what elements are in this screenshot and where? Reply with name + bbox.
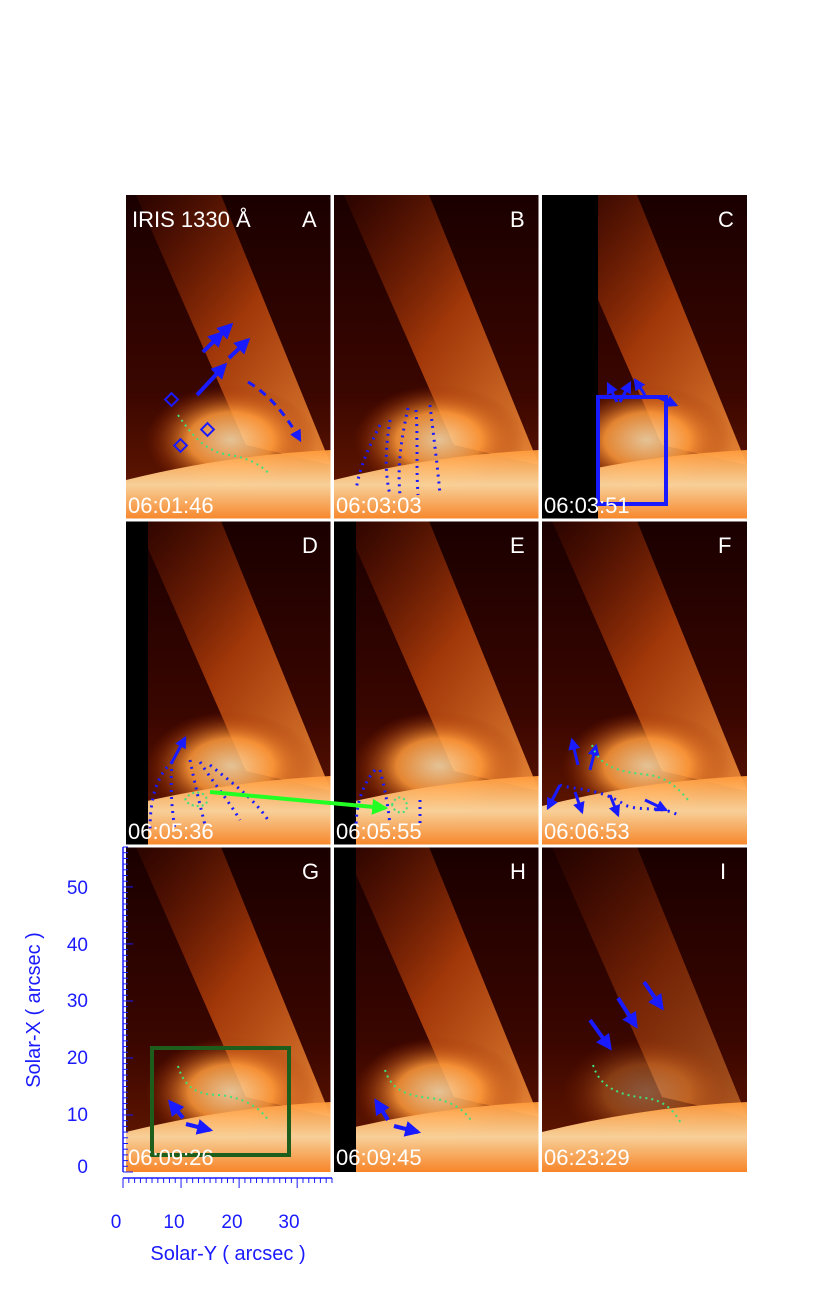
trace-I-green [592,1064,683,1126]
y-tick-label-40: 40 [67,935,88,956]
trace-D2 [169,761,177,831]
panel-image-A [126,195,331,520]
diamond-2 [172,437,189,454]
panel-image-G [126,847,331,1172]
arrow-A1 [195,362,228,397]
arrow-I3 [642,980,664,1011]
x-tick-label-0: 0 [111,1212,122,1233]
timestamp-G: 06:09:26 [128,1145,214,1170]
y-tick-label-0: 0 [77,1157,88,1178]
arrow-F5 [608,794,621,818]
x-tick-label-10: 10 [163,1212,184,1233]
arrow-I2 [616,996,638,1029]
y-tick-label-10: 10 [67,1105,88,1126]
box-C [596,395,668,506]
panel-image-D [126,521,331,846]
timestamp-A: 06:01:46 [128,493,214,518]
trace-D3 [188,759,207,826]
panel-letter-A: A [302,207,317,232]
arrow-F3 [546,784,562,811]
timestamp-F: 06:06:53 [544,819,630,844]
y-tick-label-20: 20 [67,1048,88,1069]
timestamp-C: 06:03:51 [544,493,630,518]
panel-image-C [542,195,747,520]
panel-image-I [542,847,747,1172]
x-axis-title: Solar-Y ( arcsec ) [150,1243,305,1265]
arrow-C1 [606,381,619,403]
annotations [148,322,689,1157]
x-tick-label-20: 20 [221,1212,242,1233]
arrow-C4 [654,394,679,407]
panel-letter-C: C [718,207,734,232]
timestamp-H: 06:09:45 [336,1145,422,1170]
arrow-F2 [587,743,600,771]
trace-D-green [184,791,208,807]
x-minor-ticks [122,1178,333,1188]
trace-B5 [428,404,442,496]
timestamp-I: 06:23:29 [544,1145,630,1170]
arrow-H1 [374,1098,390,1122]
panel-image-E [334,521,539,846]
trace-B4 [414,409,420,496]
arrow-G2 [185,1119,214,1135]
panel-letter-E: E [510,533,525,558]
panel-grid [126,195,747,1172]
arrow-H2 [393,1121,422,1137]
y-axis-title: Solar-X ( arcsec ) [23,932,45,1088]
trace-D5 [209,763,270,821]
timestamp-D: 06:05:36 [128,819,214,844]
arrow-A4 [208,322,234,347]
panel-letter-B: B [510,207,525,232]
x-tick-label-30: 30 [278,1212,299,1233]
trace-F-green [591,744,689,801]
arrow-F1 [568,737,581,766]
arrow-G1 [167,1099,185,1120]
trace-A [177,414,271,476]
trace-E1 [354,769,377,829]
timestamp-B: 06:03:03 [336,493,422,518]
instrument-label: IRIS 1330 Å [132,207,251,232]
arrow-A3 [227,337,251,360]
panel-letter-D: D [302,533,318,558]
panel-letter-I: I [720,859,726,884]
panel-letter-H: H [510,859,526,884]
panel-letter-G: G [302,859,319,884]
trace-B3 [397,407,410,496]
timestamp-E: 06:05:55 [336,819,422,844]
arrow-F4 [573,791,585,815]
panel-image-H [334,847,539,1172]
arrow-C2 [618,380,632,403]
arrow-I1 [588,1018,612,1051]
arrow-A-dashed [247,380,302,443]
trace-B2 [384,419,392,496]
trace-D1 [148,760,174,831]
arrow-F6 [644,798,669,812]
trace-F1 [559,783,679,817]
y-tick-label-50: 50 [67,878,88,899]
green-arrow [209,790,389,815]
y-tick-label-30: 30 [67,991,88,1012]
arrow-D [170,735,187,763]
diamond-3 [199,421,216,438]
box-G [150,1046,291,1157]
trace-G-green [177,1065,269,1121]
diamond-1 [163,391,180,408]
panel-image-F [542,521,747,846]
panel-letter-F: F [718,533,731,558]
y-minor-ticks [123,846,133,1173]
trace-E2 [378,769,392,826]
arrow-C3 [633,378,647,396]
axes: 0 10 20 30 40 50 0 10 20 30 Solar-X ( ar… [23,846,333,1265]
panel-labels: IRIS 1330 Å A B C D E F G H I 06:01:46 0… [128,207,734,1170]
panel-image-B [334,195,539,520]
